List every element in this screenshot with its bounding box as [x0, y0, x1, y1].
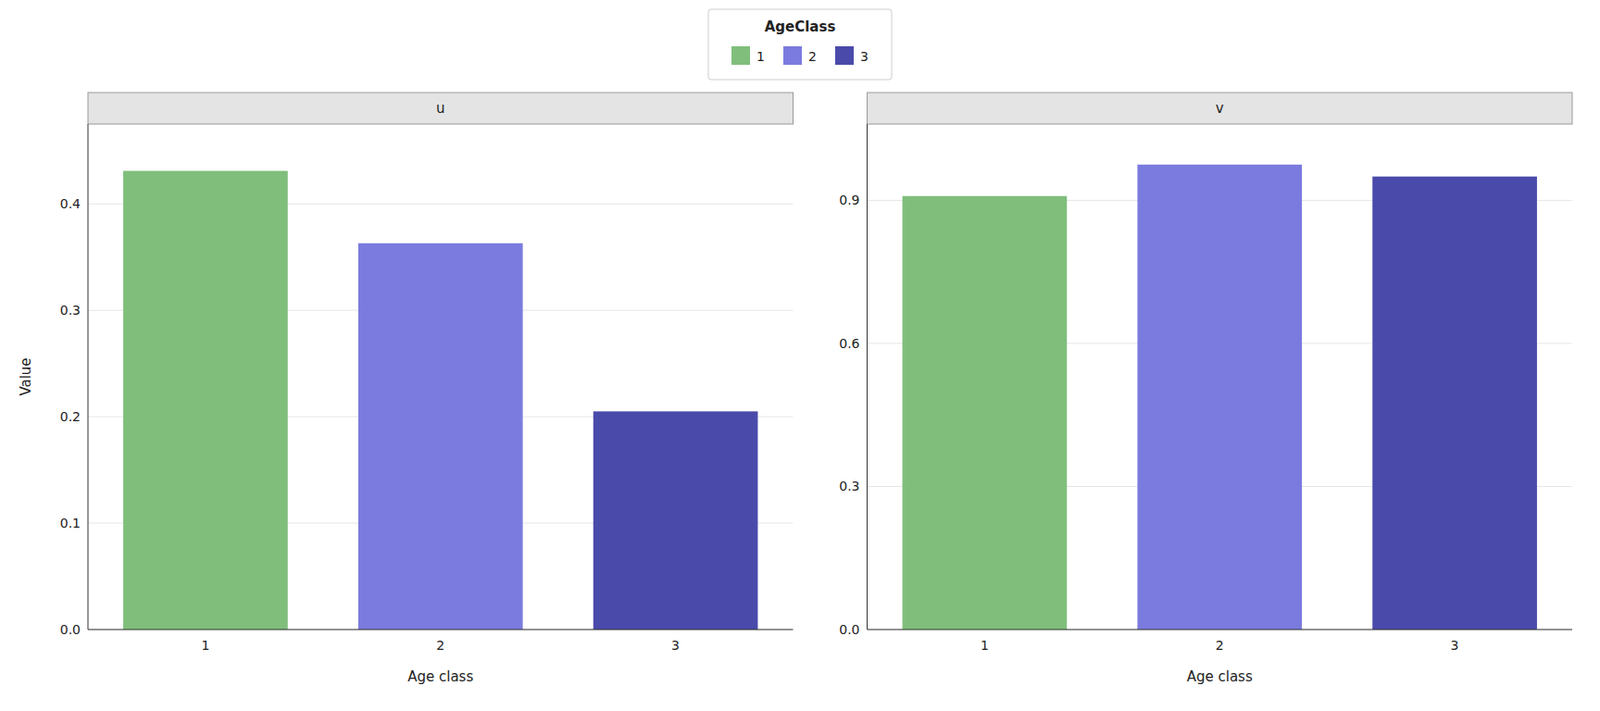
y-tick-label: 0.0 [60, 622, 81, 638]
bar [123, 171, 288, 630]
x-tick-label: 1 [980, 637, 989, 653]
y-axis-label: Value [17, 357, 35, 396]
legend-swatch [731, 46, 750, 65]
y-axis-line [87, 124, 89, 630]
legend-title: AgeClass [764, 18, 837, 36]
legend-label: 2 [808, 49, 817, 64]
x-tick-label: 3 [671, 637, 680, 653]
legend: AgeClass 1 2 3 [708, 9, 892, 80]
panel: u 0.0 0.1 0.2 0.3 0.4 1 2 3 Age class Value [17, 92, 794, 686]
x-axis-line [87, 629, 794, 631]
y-tick-label: 0.3 [60, 302, 81, 318]
panel: v 0.0 0.3 0.6 0.9 1 2 3 Age class [838, 92, 1573, 686]
y-tick-label: 0.6 [838, 336, 860, 351]
y-tick-label: 0.2 [60, 409, 81, 425]
bar [593, 411, 759, 630]
grid-line [867, 629, 1574, 631]
x-axis-line [867, 629, 1574, 631]
y-tick-label: 0.1 [60, 515, 81, 531]
legend-frame [708, 9, 892, 80]
chart-root: u 0.0 0.1 0.2 0.3 0.4 1 2 3 Age class Value AgeClas… [0, 0, 1600, 711]
x-tick-label: 2 [436, 637, 445, 653]
panel-title: v [1215, 100, 1225, 117]
x-tick-label: 1 [200, 637, 210, 653]
bar [902, 196, 1068, 630]
legend-label: 3 [860, 49, 869, 64]
x-tick-label: 2 [1215, 637, 1225, 653]
bars [123, 171, 758, 630]
y-axis-line [866, 124, 868, 630]
legend-label: 1 [756, 49, 765, 64]
chart-svg: u 0.0 0.1 0.2 0.3 0.4 1 2 3 Age class Value AgeClas… [0, 0, 1600, 711]
y-tick-label: 0.3 [838, 478, 860, 494]
bar [1137, 164, 1302, 630]
y-tick-label: 0.9 [838, 192, 860, 208]
x-axis-label: Age class [1187, 668, 1253, 686]
legend-swatch [783, 46, 802, 65]
panel-title: u [436, 100, 446, 117]
grid-line [87, 629, 794, 631]
bars [902, 164, 1538, 630]
bar [1372, 176, 1538, 630]
panel-header [87, 92, 794, 125]
bar [358, 243, 524, 630]
y-tick-label: 0.4 [60, 196, 81, 212]
x-tick-label: 3 [1450, 637, 1460, 653]
legend-swatch [835, 46, 854, 65]
x-axis-label: Age class [407, 668, 474, 686]
y-tick-label: 0.0 [838, 622, 860, 638]
panel-header [867, 92, 1574, 125]
